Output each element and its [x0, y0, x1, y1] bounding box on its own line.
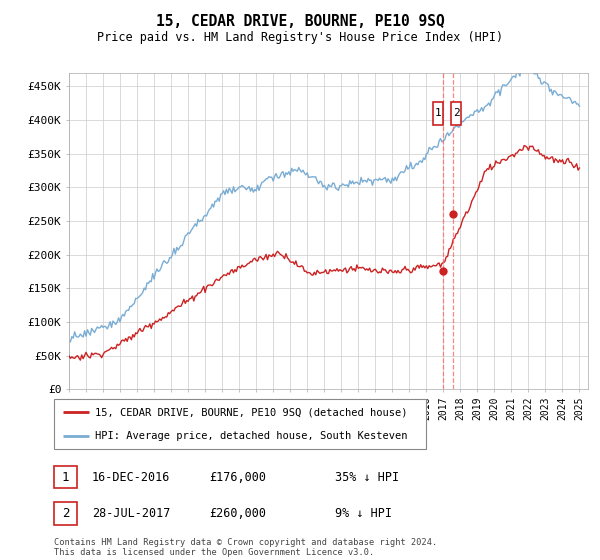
Text: £260,000: £260,000	[209, 507, 266, 520]
Text: 1: 1	[434, 108, 442, 118]
Text: 15, CEDAR DRIVE, BOURNE, PE10 9SQ: 15, CEDAR DRIVE, BOURNE, PE10 9SQ	[155, 14, 445, 29]
Text: 1: 1	[62, 470, 69, 484]
Text: £176,000: £176,000	[209, 470, 266, 484]
Bar	[451, 102, 461, 125]
Text: Contains HM Land Registry data © Crown copyright and database right 2024.
This d: Contains HM Land Registry data © Crown c…	[54, 538, 437, 557]
Text: 9% ↓ HPI: 9% ↓ HPI	[335, 507, 392, 520]
Text: 16-DEC-2016: 16-DEC-2016	[92, 470, 170, 484]
Bar	[433, 102, 443, 125]
Text: 2: 2	[62, 507, 69, 520]
Text: 28-JUL-2017: 28-JUL-2017	[92, 507, 170, 520]
Text: 2: 2	[452, 108, 460, 118]
Text: HPI: Average price, detached house, South Kesteven: HPI: Average price, detached house, Sout…	[95, 431, 407, 441]
Text: 15, CEDAR DRIVE, BOURNE, PE10 9SQ (detached house): 15, CEDAR DRIVE, BOURNE, PE10 9SQ (detac…	[95, 407, 407, 417]
Text: Price paid vs. HM Land Registry's House Price Index (HPI): Price paid vs. HM Land Registry's House …	[97, 31, 503, 44]
Text: 35% ↓ HPI: 35% ↓ HPI	[335, 470, 399, 484]
